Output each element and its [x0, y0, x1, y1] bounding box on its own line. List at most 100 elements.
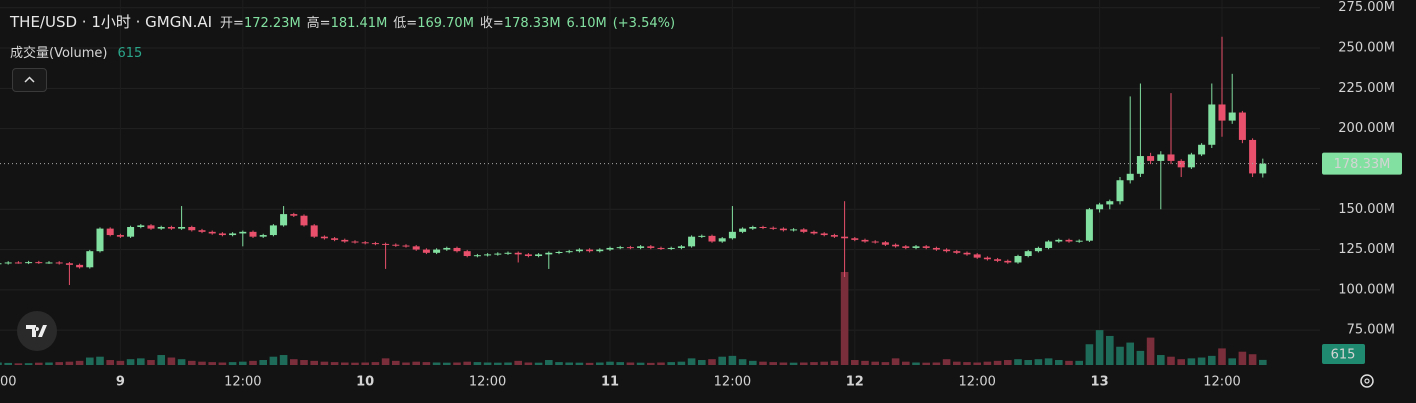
- volume-bar: [147, 360, 155, 365]
- candle-body: [392, 244, 400, 246]
- volume-bar: [922, 362, 930, 365]
- volume-bar: [1167, 356, 1175, 365]
- x-tick-label: 12: [846, 375, 864, 390]
- volume-bar: [1034, 359, 1043, 365]
- volume-bar: [575, 362, 584, 365]
- volume-bar: [208, 362, 216, 365]
- volume-bar: [453, 362, 461, 365]
- volume-bar: [443, 362, 451, 365]
- volume-bar: [300, 360, 308, 365]
- y-tick-label: 200.00M: [1338, 121, 1395, 136]
- volume-bar: [718, 356, 726, 365]
- candle-body: [769, 227, 777, 229]
- candle-body: [922, 246, 930, 248]
- candle-body: [932, 247, 940, 250]
- volume-bar: [800, 362, 808, 365]
- volume-bar: [606, 361, 614, 365]
- close-value: 178.33M: [503, 16, 561, 31]
- candle-body: [739, 228, 747, 232]
- volume-bar: [871, 361, 879, 365]
- volume-bar: [432, 362, 441, 365]
- candle-body: [433, 249, 441, 253]
- x-tick-label: 12:00: [958, 375, 995, 390]
- candle-body: [484, 254, 492, 256]
- volume-bar: [0, 362, 2, 365]
- volume-bar: [361, 362, 369, 365]
- volume-bar: [973, 362, 981, 365]
- candle-body: [35, 262, 43, 264]
- volume-bar: [534, 362, 543, 365]
- candle-body: [963, 252, 971, 255]
- x-tick-label: 12:00: [1203, 375, 1240, 390]
- volume-bar: [789, 362, 798, 365]
- x-tick-label: 00: [0, 375, 17, 390]
- volume-badge-label: 615: [1331, 348, 1356, 363]
- candle-body: [422, 249, 430, 253]
- x-tick-label: 11: [601, 375, 619, 390]
- volume-bar: [983, 361, 992, 365]
- volume-bar: [942, 359, 951, 365]
- volume-bar: [45, 362, 53, 365]
- candle-body: [178, 226, 186, 229]
- candle-body: [749, 226, 757, 229]
- candle-body: [545, 252, 553, 255]
- candle-body: [351, 241, 359, 243]
- volume-bar: [86, 357, 94, 365]
- candle-body: [300, 215, 308, 226]
- candle-body: [361, 242, 369, 244]
- volume-bar: [698, 360, 706, 365]
- volume-bar: [749, 360, 757, 365]
- low-value: 169.70M: [417, 16, 474, 31]
- candle-body: [453, 247, 461, 252]
- candle-body: [953, 251, 961, 253]
- candle-body: [647, 246, 655, 248]
- candle-body: [688, 236, 696, 247]
- volume-bar: [667, 362, 675, 365]
- candle-body: [759, 226, 767, 228]
- volume-bar: [657, 362, 665, 365]
- candle-body: [96, 228, 104, 252]
- volume-bar: [412, 361, 420, 365]
- candle-body: [728, 231, 736, 239]
- candle-body: [218, 233, 226, 236]
- volume-bar: [881, 362, 890, 365]
- x-tick-label: 12:00: [224, 375, 261, 390]
- collapse-button[interactable]: [12, 68, 47, 92]
- candle-body: [1157, 154, 1165, 161]
- volume-bar: [902, 361, 910, 365]
- candle-body: [188, 226, 196, 231]
- candle-body: [473, 255, 481, 257]
- candle-body: [65, 263, 73, 265]
- volume-bar: [1228, 358, 1236, 365]
- volume-bar: [341, 362, 349, 365]
- candle-body: [137, 225, 145, 227]
- candle-body: [106, 228, 114, 236]
- volume-bar: [96, 356, 104, 365]
- volume-bar: [320, 361, 329, 365]
- candle-body: [596, 249, 604, 252]
- candle-body: [269, 225, 277, 236]
- volume-bar: [851, 360, 859, 365]
- volume-bar: [1004, 360, 1012, 365]
- candle-body: [810, 231, 818, 234]
- volume-bar: [647, 362, 655, 365]
- volume-bar: [65, 361, 74, 365]
- candle-body: [1187, 154, 1195, 168]
- candle-body: [443, 247, 451, 250]
- candle-body: [1259, 163, 1267, 174]
- settings-button[interactable]: [1360, 374, 1374, 388]
- candle-body: [25, 262, 33, 264]
- volume-bar: [963, 362, 971, 365]
- volume-bar: [545, 360, 553, 365]
- candle-body: [0, 263, 2, 265]
- volume-bar: [1126, 342, 1134, 365]
- candle-body: [637, 246, 645, 248]
- volume-bar: [279, 355, 288, 365]
- candle-body: [667, 247, 675, 249]
- candle-body: [994, 259, 1002, 261]
- candle-body: [331, 238, 339, 240]
- candle-body: [779, 228, 787, 231]
- candle-body: [1014, 256, 1022, 263]
- volume-bar: [687, 358, 696, 365]
- volume-bar: [953, 361, 961, 365]
